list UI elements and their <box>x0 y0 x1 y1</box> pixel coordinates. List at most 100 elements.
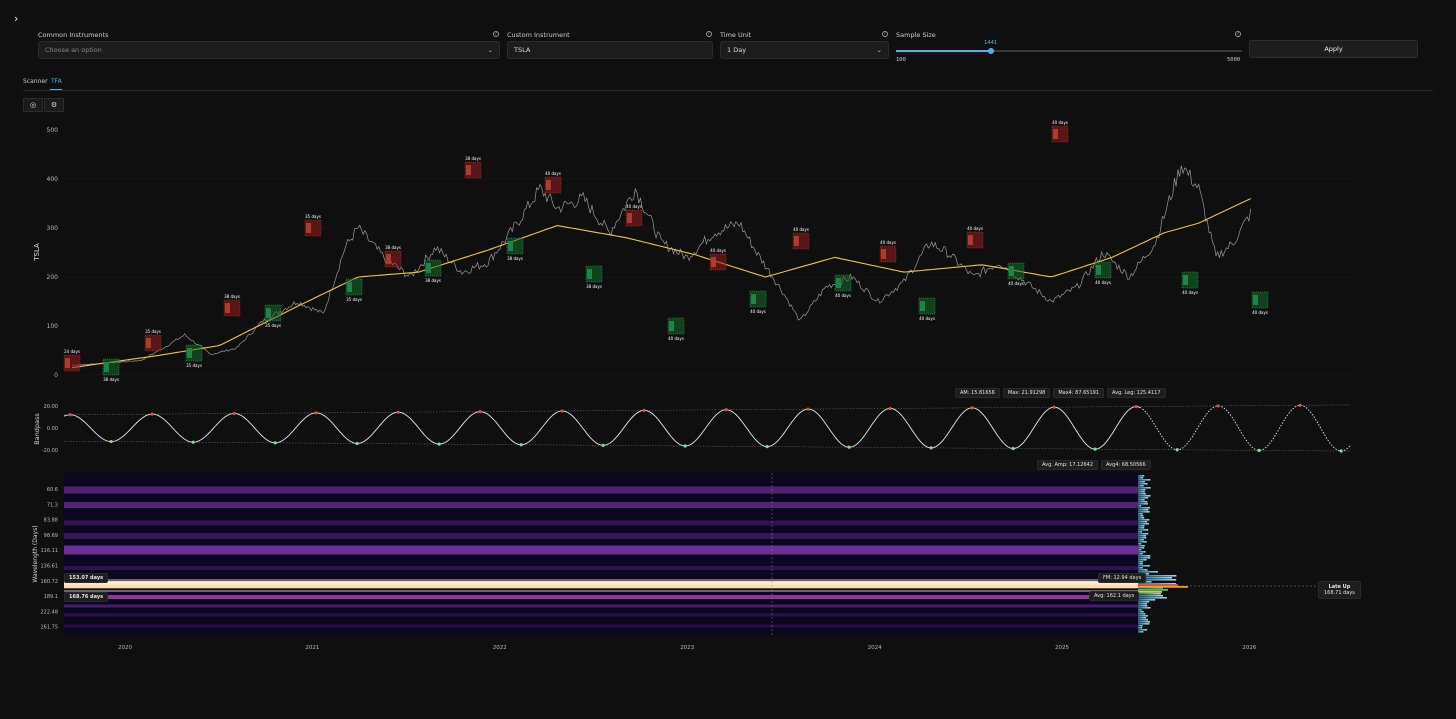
common-instruments-placeholder: Choose an option <box>45 46 102 54</box>
histogram-bar <box>1138 501 1148 503</box>
histogram-bar <box>1138 569 1148 571</box>
x-axis-year: 2022 <box>493 645 507 651</box>
bandpass-ytick: 20.00 <box>44 404 58 410</box>
price-series-line <box>71 165 1252 366</box>
bandpass-peak <box>642 408 646 412</box>
histogram-bar <box>1138 559 1147 561</box>
histogram-bar <box>1138 499 1145 501</box>
spectrogram-ytick: 222.48 <box>41 609 59 615</box>
cycle-low-marker: 35 days <box>185 344 203 368</box>
cycle-low-marker: 40 days <box>918 297 936 321</box>
gear-icon: ⚙ <box>50 101 58 109</box>
cycle-marker-label: 40 days <box>793 227 809 232</box>
histogram-bar <box>1138 561 1143 563</box>
bandpass-ytick: 0.00 <box>47 426 58 432</box>
bandpass-peak <box>478 410 482 414</box>
histogram-bar <box>1138 479 1151 481</box>
sample-size-help-icon[interactable]: ? <box>1235 31 1241 37</box>
price-ylabel: TSLA <box>33 243 41 262</box>
bandpass-peak <box>232 411 236 416</box>
cycle-marker-label: 40 days <box>1252 310 1268 315</box>
apply-button[interactable]: Apply <box>1249 40 1418 58</box>
tab-tfa[interactable]: TFA <box>51 78 62 85</box>
histogram-bar <box>1138 595 1163 597</box>
bandpass-peak <box>1298 403 1302 407</box>
price-ytick: 200 <box>47 274 59 281</box>
histogram-bar <box>1138 511 1150 513</box>
cycle-marker-label: 40 days <box>835 293 851 298</box>
price-ytick: 400 <box>47 176 59 183</box>
cycle-high-marker: 40 days <box>544 171 562 194</box>
custom-instrument-help-icon[interactable]: ? <box>706 31 712 37</box>
time-unit-label: Time Unit <box>720 31 752 39</box>
bandpass-trough <box>1339 449 1343 453</box>
common-instruments-select[interactable]: Choose an option ⌄ <box>38 41 500 59</box>
spectrogram-band <box>64 595 1138 599</box>
stat-avg-amp: Avg. Amp: 17.12642 <box>1037 460 1099 470</box>
histogram-bar <box>1138 601 1150 603</box>
histogram-bar <box>1138 477 1144 479</box>
bandpass-trough <box>765 445 769 449</box>
histogram-highlight-bar <box>1138 586 1188 588</box>
cycle-low-marker: 38 days <box>585 265 603 289</box>
stat-am: AM: 15.81656 <box>955 388 1000 398</box>
bandpass-peak <box>560 409 564 413</box>
histogram-bar <box>1138 493 1146 495</box>
spectrogram-band <box>64 604 1138 608</box>
sample-size-slider-track[interactable] <box>896 48 1242 54</box>
histogram-bar <box>1138 563 1143 565</box>
bandpass-peak <box>888 406 892 411</box>
cycle-status-title: Late Up <box>1328 584 1351 590</box>
histogram-bar <box>1138 567 1143 569</box>
cycle-high-marker: 40 days <box>792 227 810 250</box>
cycle-marker-label: 38 days <box>103 377 119 382</box>
cycle-low-marker: 40 days <box>1181 271 1199 295</box>
sample-size-slider-thumb[interactable] <box>988 48 995 54</box>
bandpass-trough <box>1011 446 1015 451</box>
histogram-bar <box>1138 577 1173 579</box>
histogram-bar <box>1138 507 1150 509</box>
stat-max4: Max4: 87.65191 <box>1053 388 1104 398</box>
custom-instrument-value: TSLA <box>514 46 531 54</box>
cycle-marker-label: 24 days <box>64 349 80 354</box>
cycle-low-marker: 35 days <box>264 304 282 328</box>
cycle-high-marker: 40 days <box>966 226 984 249</box>
time-unit-value: 1 Day <box>727 46 747 54</box>
chevron-down-icon: ⌄ <box>487 46 493 54</box>
histogram-bar <box>1138 625 1143 627</box>
cycle-marker-label: 40 days <box>1095 280 1111 285</box>
histogram-bar <box>1138 555 1151 557</box>
histogram-highlight-bar <box>1138 589 1168 591</box>
tab-scanner[interactable]: Scanner <box>23 78 48 85</box>
custom-instrument-input[interactable]: TSLA <box>507 41 713 59</box>
time-unit-help-icon[interactable]: ? <box>882 31 888 37</box>
bandpass-peak <box>970 406 974 410</box>
sidebar-toggle-chevron-icon[interactable]: › <box>14 12 19 25</box>
bandpass-trough <box>683 444 687 448</box>
spectrogram-bands <box>64 486 1138 628</box>
cycle-marker-label: 40 days <box>710 248 726 253</box>
cycle-low-marker: 38 days <box>102 358 120 382</box>
spectrogram-band <box>64 613 1138 617</box>
x-axis-year: 2026 <box>1242 645 1256 651</box>
spectrogram-ytick: 261.75 <box>41 625 59 631</box>
spectrogram-ytick: 60.6 <box>47 487 58 493</box>
sample-size-value: 1441 <box>984 40 998 46</box>
chevron-down-icon: ⌄ <box>876 46 882 54</box>
histogram-bar <box>1138 553 1143 555</box>
histogram-bar <box>1138 489 1146 491</box>
bandpass-turning-points <box>68 403 1343 453</box>
time-unit-select[interactable]: 1 Day ⌄ <box>720 41 889 59</box>
settings-button[interactable]: ⚙ <box>44 98 64 112</box>
histogram-bar <box>1138 509 1149 511</box>
price-chart-yticks: 500 400 300 200 100 0 <box>47 127 59 379</box>
bandpass-trough <box>273 441 277 445</box>
reset-zoom-button[interactable]: ◎ <box>23 98 43 112</box>
tab-underline <box>50 89 62 90</box>
histogram-highlight-bar <box>1138 591 1162 593</box>
cycle-high-marker: 38 days <box>223 294 241 317</box>
common-instruments-help-icon[interactable]: ? <box>493 31 499 37</box>
cycle-marker-label: 35 days <box>346 297 362 302</box>
spectrogram-ytick: 98.69 <box>44 533 58 539</box>
